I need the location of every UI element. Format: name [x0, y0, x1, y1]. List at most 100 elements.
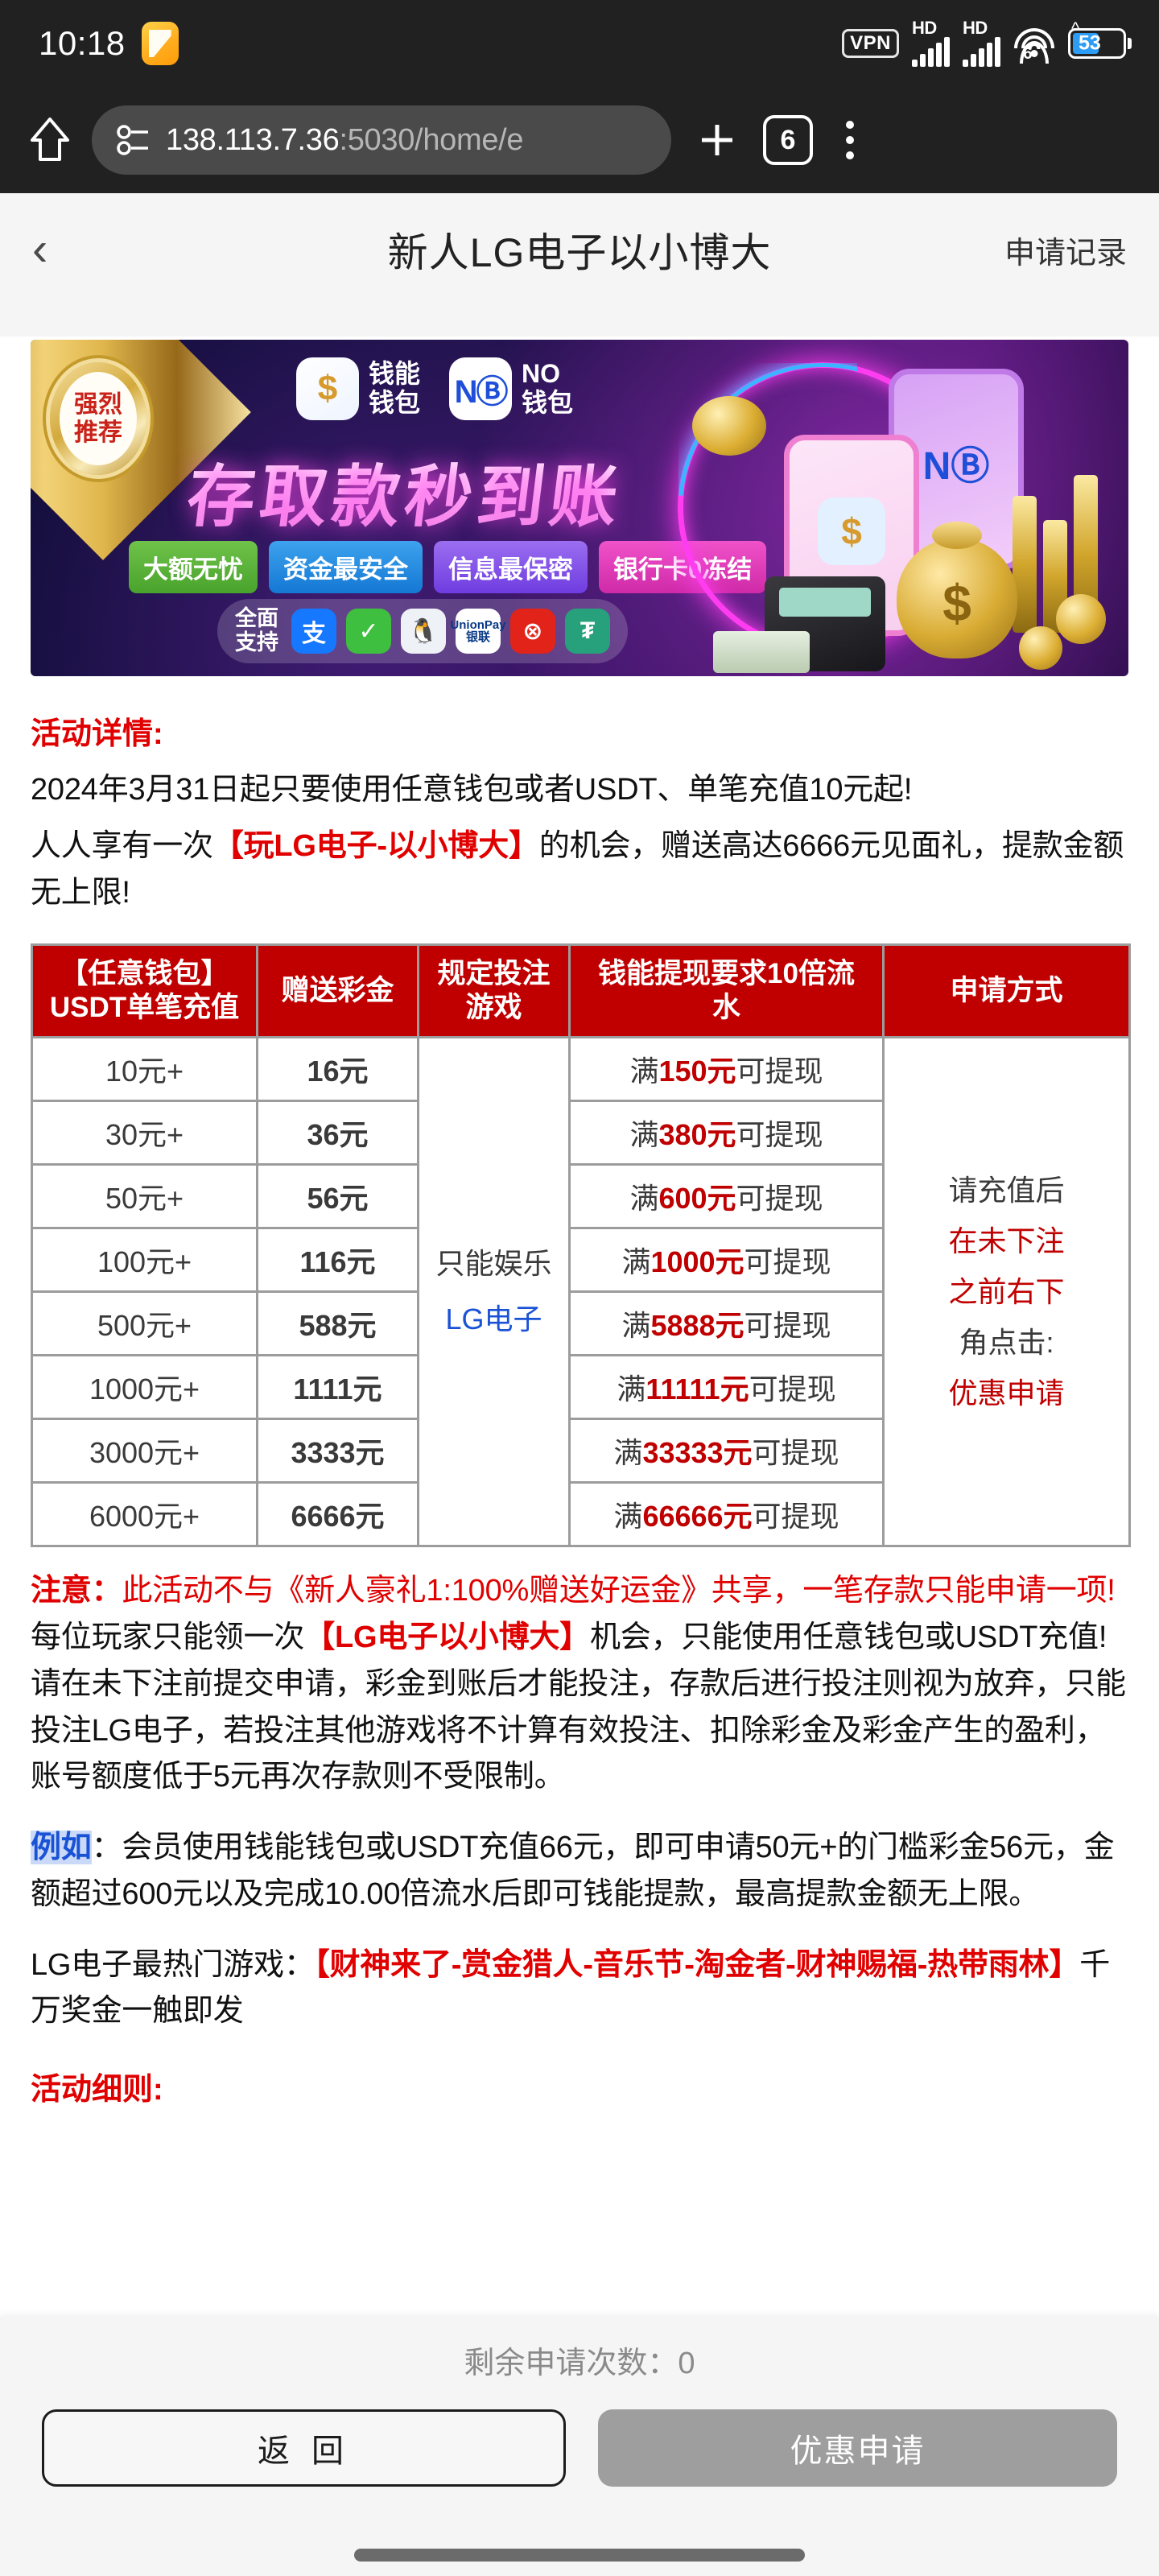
note-app-icon: [141, 22, 179, 65]
games-list: 【财神来了-赏金猎人-音乐节-淘金者-财神赐福-热带雨林】: [314, 1947, 1080, 1982]
banner-artwork: NⒷ $: [621, 340, 1120, 676]
plus-icon[interactable]: [689, 112, 745, 168]
th-game-line1: 规定投注: [437, 958, 551, 990]
details-line-2-pre: 人人享有一次: [31, 828, 213, 863]
hd-label-1: HD: [912, 17, 937, 38]
wd-pre: 满: [621, 1309, 651, 1343]
url-text[interactable]: 138.113.7.36:5030/home/e: [166, 122, 524, 158]
wd-post: 可提现: [752, 1500, 839, 1534]
android-nav-pill[interactable]: [354, 2549, 805, 2562]
hd-label-2: HD: [963, 17, 988, 38]
table-row: 50元+ 56元 满600元可提现: [31, 1163, 1130, 1230]
wd-post: 可提现: [736, 1182, 823, 1216]
status-clock: 10:18: [39, 24, 126, 62]
wallet2-line1: NO: [522, 359, 561, 389]
cell-withdraw: 满600元可提现: [568, 1163, 885, 1230]
apply-l3: 之前右下: [948, 1275, 1065, 1309]
apply-l1: 请充值后: [948, 1174, 1065, 1208]
url-bar[interactable]: 138.113.7.36:5030/home/e: [92, 105, 671, 175]
table-row: 1000元+ 1111元 满11111元可提现: [31, 1354, 1130, 1421]
seal-line-2: 推荐: [74, 419, 122, 446]
usdt-tether-icon: ₮: [565, 609, 610, 654]
alipay-icon: 支: [291, 609, 336, 654]
cell-withdraw: 满150元可提现: [568, 1036, 885, 1103]
wallet1-line2: 钱包: [369, 388, 421, 417]
cell-bonus: 6666元: [256, 1481, 419, 1548]
kebab-menu-icon[interactable]: [831, 121, 869, 159]
cell-deposit: 3000元+: [31, 1418, 258, 1484]
wd-post: 可提现: [749, 1373, 836, 1406]
cell-bonus: 36元: [256, 1100, 419, 1166]
details-line-2-post: 的机会，赠送高达6666元见面礼，提款金额无上限!: [31, 828, 1124, 910]
notice-seg-2: 每位玩家只能领一次: [31, 1620, 305, 1654]
wallet1-line1: 钱能: [369, 359, 421, 389]
back-icon[interactable]: ‹: [32, 223, 48, 275]
th-game-line2: 游戏: [465, 992, 522, 1024]
wd-pre: 满: [621, 1245, 651, 1279]
banner-chip-2: 信息最保密: [434, 541, 588, 593]
url-path: :5030/home/e: [339, 122, 524, 157]
cell-bonus: 16元: [256, 1036, 419, 1103]
apply-l4: 角点击:: [959, 1326, 1054, 1360]
dollar-icon: $: [296, 357, 359, 420]
cell-withdraw: 满1000元可提现: [568, 1227, 885, 1294]
wd-post: 可提现: [736, 1055, 823, 1088]
banner-chip-1: 资金最安全: [269, 541, 423, 593]
cell-bonus: 56元: [256, 1163, 419, 1230]
games-pre: LG电子最热门游戏：: [31, 1947, 315, 1982]
home-icon[interactable]: [26, 116, 74, 164]
rules-heading: 活动细则:: [31, 2073, 163, 2107]
wd-pre: 满: [629, 1182, 659, 1216]
wd-pre: 满: [613, 1436, 643, 1470]
th-apply: 申请方式: [882, 943, 1131, 1039]
application-record-link[interactable]: 申请记录: [1004, 236, 1127, 270]
example-colon: ：: [91, 1831, 122, 1864]
wechat-pay-icon: ✓: [346, 609, 391, 654]
wd-amt: 11111元: [645, 1373, 749, 1406]
apply-l5: 优惠申请: [948, 1377, 1065, 1410]
cell-bonus: 588元: [256, 1290, 419, 1357]
table-row: 500元+ 588元 满5888元可提现: [31, 1290, 1130, 1357]
banner-headline: 存取款秒到账: [183, 443, 629, 540]
no-wallet-logo: NⒷ NO 钱包: [449, 357, 573, 420]
wd-amt: 33333元: [642, 1436, 753, 1470]
banner-chip-0: 大额无忧: [129, 541, 258, 593]
cell-apply-method: 请充值后 在未下注 之前右下 角点击: 优惠申请: [882, 1036, 1131, 1548]
th-deposit-line2: USDT单笔充值: [49, 992, 240, 1024]
cell-deposit: 50元+: [31, 1163, 258, 1230]
promo-banner[interactable]: 强烈 推荐 $ 钱能 钱包 NⒷ NO 钱包 存取款秒到账 大额: [31, 340, 1128, 676]
status-bar-right: VPN HD HD 6 ^ 53: [842, 17, 1132, 67]
wd-pre: 满: [613, 1500, 643, 1534]
strongly-recommended-seal: 强烈 推荐: [50, 362, 146, 475]
notice-seg-1: 此活动不与《新人豪礼1:100%赠送好运金》共享，一笔存款只能申请一项!: [122, 1574, 1116, 1608]
tab-count-button[interactable]: 6: [763, 115, 813, 165]
wd-amt: 1000元: [650, 1245, 744, 1279]
table-row: 10元+ 16元 只能娱乐 LG电子 满150元可提现 请充值后 在未下注 之前…: [31, 1036, 1131, 1548]
wifi-icon: 6: [1013, 27, 1055, 64]
wd-post: 可提现: [744, 1245, 831, 1279]
wd-post: 可提现: [752, 1436, 839, 1470]
back-button[interactable]: 返 回: [42, 2409, 566, 2487]
wallet2-line2: 钱包: [522, 388, 574, 417]
cell-deposit: 1000元+: [31, 1354, 258, 1421]
wd-pre: 满: [629, 1118, 659, 1152]
table-row: 30元+ 36元 满380元可提现: [31, 1100, 1130, 1166]
qianneng-wallet-logo: $ 钱能 钱包: [296, 357, 420, 420]
phone-no-glyph: NⒷ: [922, 444, 990, 488]
games-post: 千万奖金一触即发: [31, 1947, 1110, 2029]
page-content: 强烈 推荐 $ 钱能 钱包 NⒷ NO 钱包 存取款秒到账 大额: [0, 340, 1159, 2108]
pay-label-line1: 全面: [235, 606, 278, 631]
banner-payment-strip: 全面 支持 支 ✓ 🐧 UnionPay 银联 ⊗ ₮: [217, 599, 628, 663]
apply-promotion-button[interactable]: 优惠申请: [598, 2409, 1117, 2487]
cell-withdraw: 满33333元可提现: [568, 1418, 885, 1484]
cell-deposit: 10元+: [31, 1036, 258, 1103]
pay-label-line2: 支持: [235, 630, 278, 654]
details-heading: 活动详情:: [31, 717, 163, 751]
seal-line-1: 强烈: [74, 390, 122, 418]
cell-withdraw: 满380元可提现: [568, 1100, 885, 1166]
th-withdraw: 钱能提现要求10倍流 水: [568, 943, 885, 1039]
wd-amt: 600元: [658, 1182, 736, 1216]
sticky-footer: 剩余申请次数：0 返 回 优惠申请: [0, 2317, 1159, 2576]
key-icon[interactable]: [114, 122, 151, 159]
unionpay-icon: UnionPay 银联: [450, 609, 506, 654]
